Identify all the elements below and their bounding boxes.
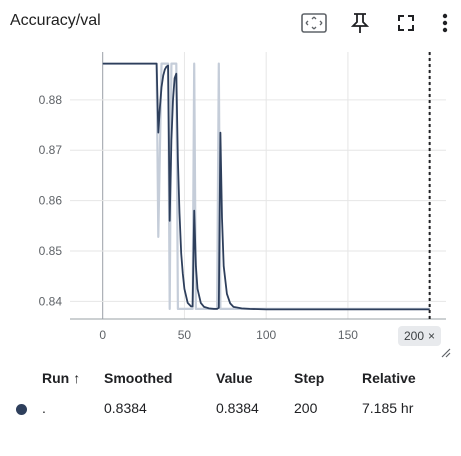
resize-handle-icon[interactable] [439, 346, 451, 358]
raw-series-line [102, 62, 430, 310]
x-tick-label: 0 [99, 328, 106, 342]
axes: 0 50 100 150 200 0.84 0.85 0.86 0.87 0.88 [39, 93, 446, 342]
fullscreen-icon [398, 15, 414, 31]
smoothed-value-cell: 0.8384 [104, 400, 147, 416]
run-color-swatch [16, 403, 27, 415]
run-column-header[interactable]: Run ↑ [42, 364, 104, 392]
smoothed-series-line [102, 62, 430, 311]
relative-time-cell: 7.185 hr [362, 400, 414, 416]
y-tick-label: 0.87 [39, 143, 63, 157]
step-chip-label: 200 [404, 329, 425, 343]
card-toolbar [283, 8, 453, 38]
card-title: Accuracy/val [10, 12, 101, 29]
grid [70, 52, 446, 319]
more-options-button[interactable] [437, 8, 453, 38]
value-cell: 0.8384 [216, 400, 259, 416]
sort-ascending-icon: ↑ [73, 370, 81, 386]
fit-to-domain-icon [301, 13, 327, 33]
table-row: . 0.8384 0.8384 200 7.185 hr [12, 392, 452, 424]
y-tick-label: 0.84 [39, 294, 63, 308]
line-chart[interactable]: 0 50 100 150 200 0.84 0.85 0.86 0.87 0.88 [0, 44, 461, 344]
pin-icon [351, 13, 369, 33]
x-tick-label: 150 [338, 328, 358, 342]
pin-button[interactable] [345, 8, 375, 38]
y-tick-label: 0.86 [39, 194, 63, 208]
more-vert-icon [442, 13, 448, 33]
run-header-label: Run [42, 370, 70, 386]
relative-column-header[interactable]: Relative [362, 370, 416, 386]
x-tick-label: 100 [256, 328, 276, 342]
runs-table: Run ↑ Smoothed Value Step Relative . 0.83… [12, 364, 452, 424]
fit-to-domain-button[interactable] [299, 8, 329, 38]
y-tick-label: 0.88 [39, 93, 63, 107]
step-cell: 200 [294, 400, 318, 416]
step-column-header[interactable]: Step [294, 370, 325, 386]
series [102, 62, 430, 311]
value-column-header[interactable]: Value [216, 370, 253, 386]
y-tick-label: 0.85 [39, 244, 63, 258]
step-chip-close-icon[interactable]: × [428, 329, 436, 343]
fullscreen-button[interactable] [391, 8, 421, 38]
step-chip: 200 × [398, 326, 442, 346]
smoothed-column-header[interactable]: Smoothed [104, 370, 173, 386]
runs-table-header: Run ↑ Smoothed Value Step Relative [12, 364, 452, 392]
x-tick-label: 50 [178, 328, 192, 342]
run-name-cell: . [42, 400, 46, 416]
